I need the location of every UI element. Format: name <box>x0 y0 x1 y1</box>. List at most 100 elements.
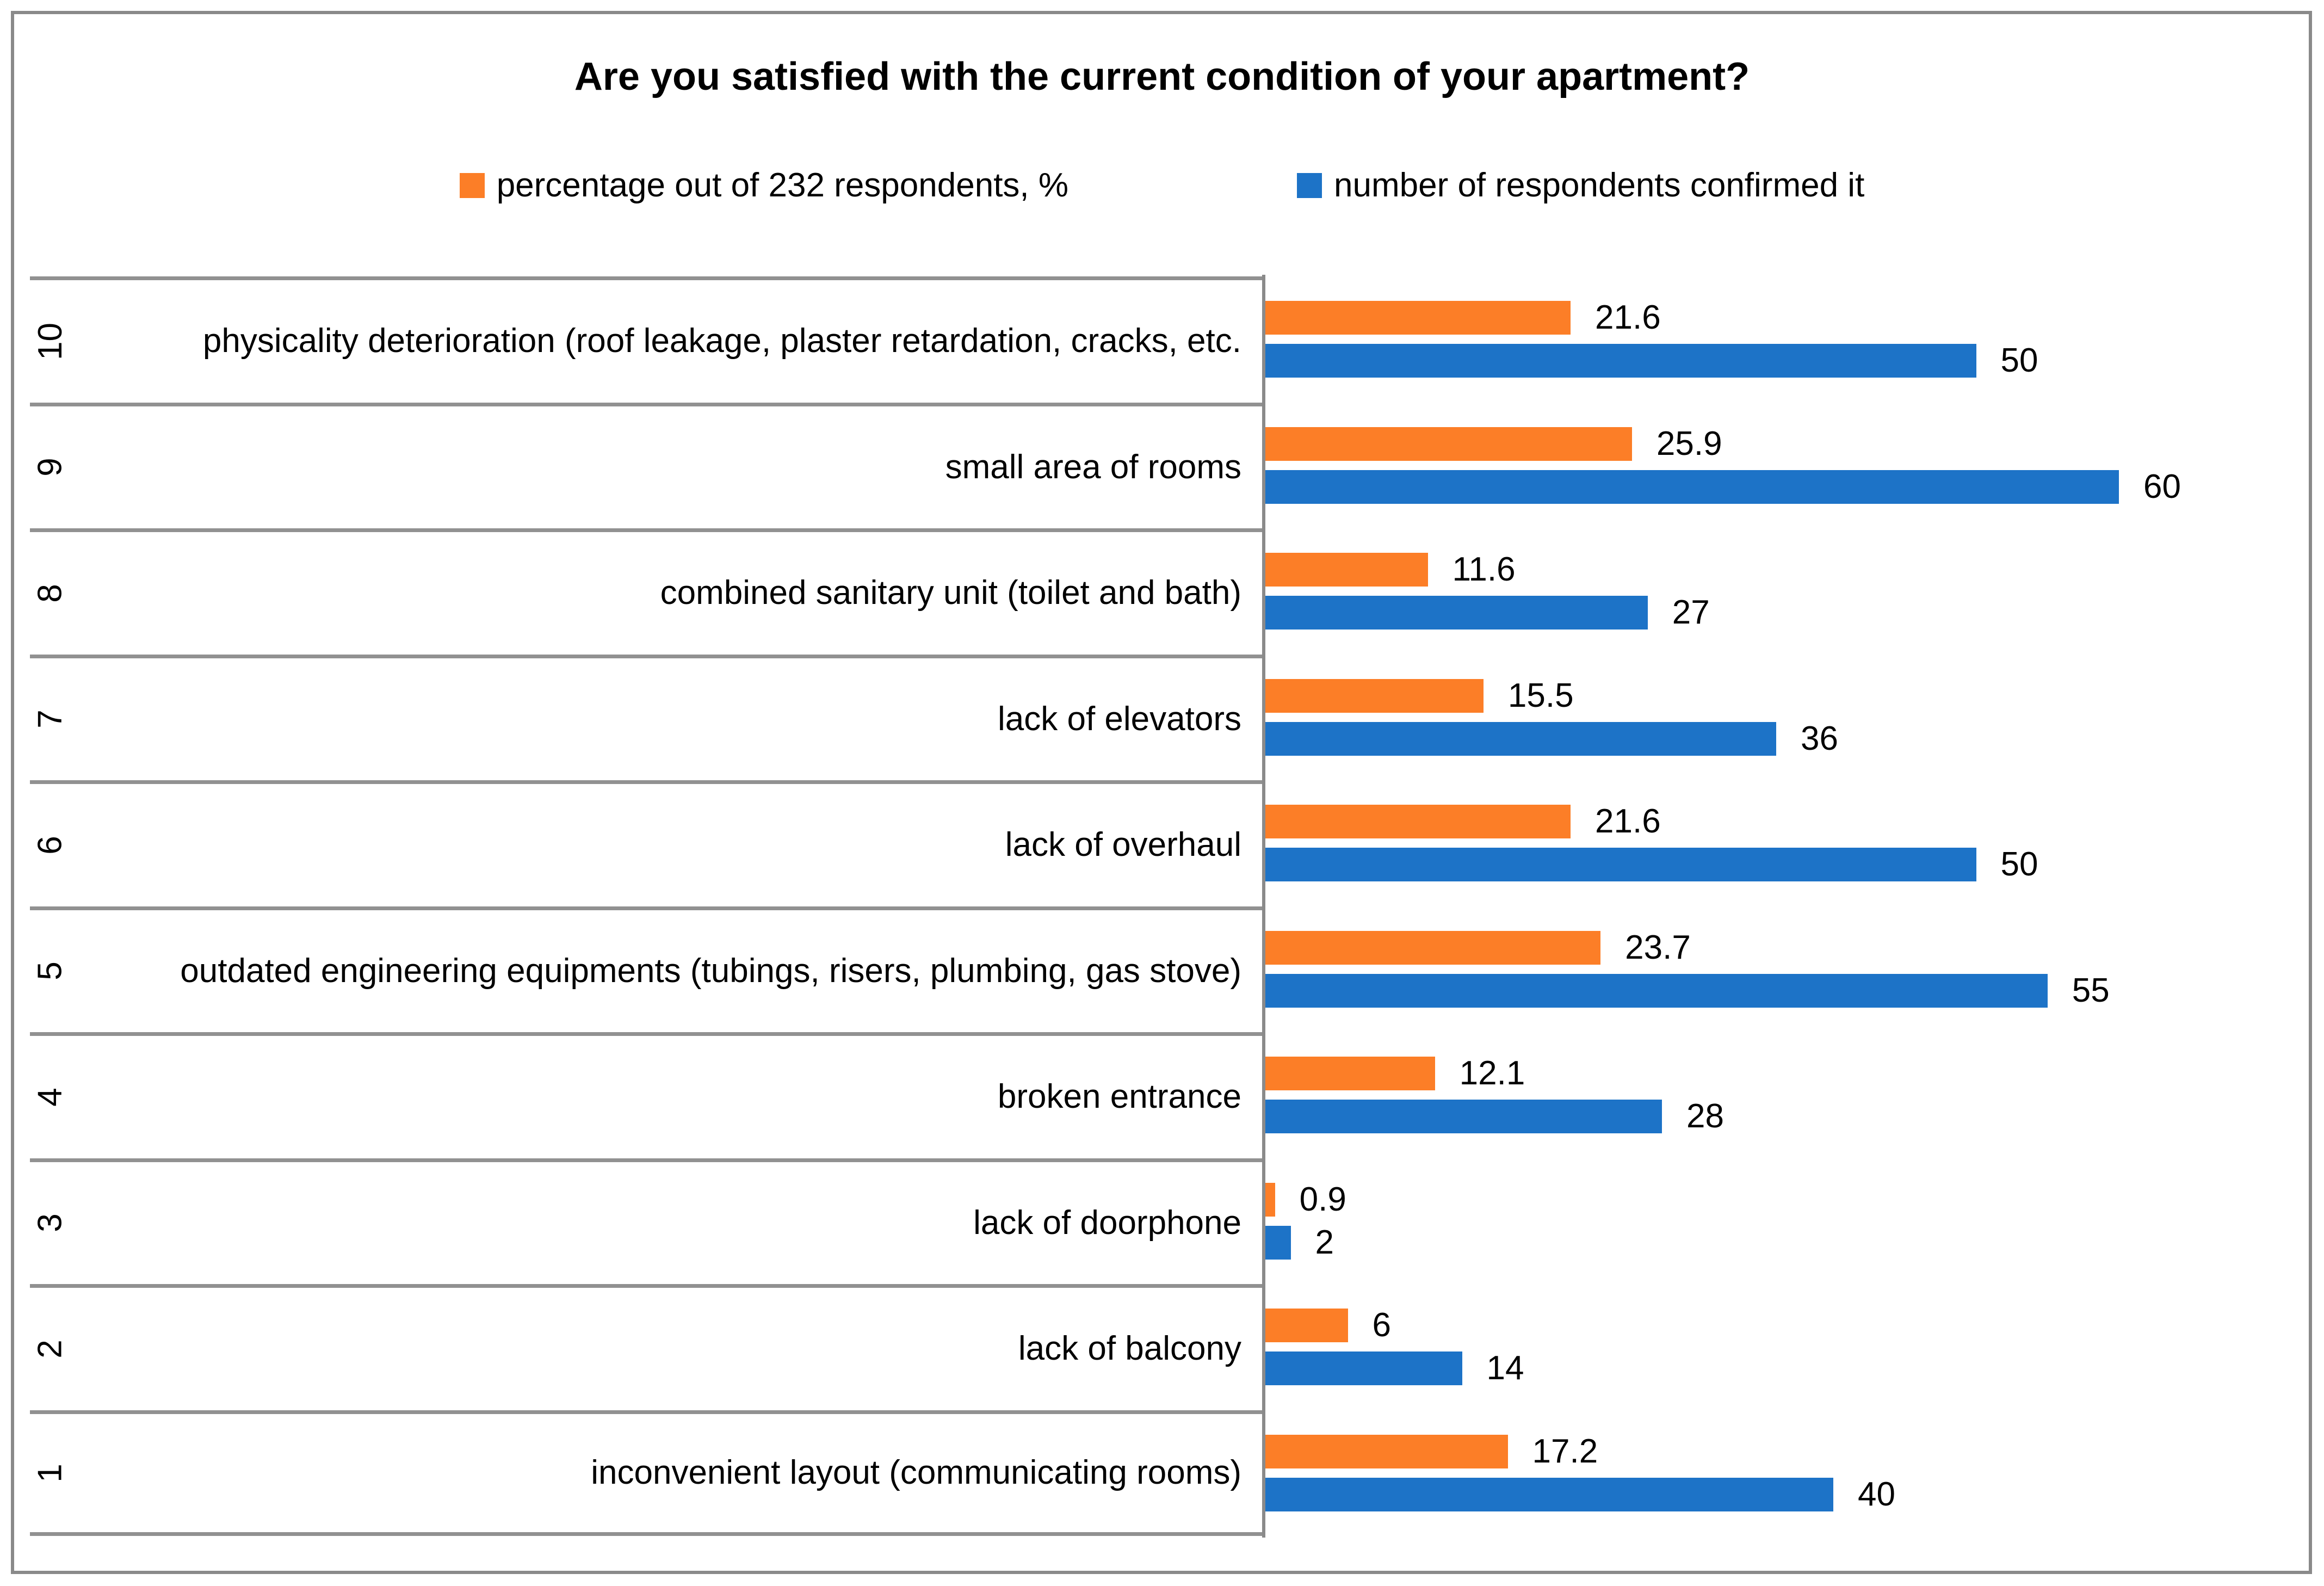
category-cell: 4 broken entrance <box>30 1032 1262 1158</box>
bars-cell: 25.9 60 <box>1262 403 2293 529</box>
respondents-bar-line: 36 <box>1262 719 2293 757</box>
percentage-bar-line: 21.6 <box>1262 805 2293 838</box>
percentage-value-label: 0.9 <box>1299 1180 1346 1218</box>
respondents-bar-line: 2 <box>1262 1225 2293 1260</box>
category-label: small area of rooms <box>945 448 1241 486</box>
row-number-box: 8 <box>0 532 115 655</box>
respondents-value-label: 40 <box>1858 1475 1895 1513</box>
respondents-bar <box>1262 848 1976 881</box>
row-number: 2 <box>31 1340 69 1359</box>
respondents-value-label: 28 <box>1686 1097 1724 1135</box>
respondents-bar <box>1262 1477 1833 1511</box>
respondents-bar-line: 14 <box>1262 1352 2293 1385</box>
percentage-value-label: 21.6 <box>1595 803 1661 840</box>
row-number: 7 <box>31 709 69 729</box>
bars-cell: 15.5 36 <box>1262 655 2293 781</box>
chart-row: 8 combined sanitary unit (toilet and bat… <box>30 528 2293 655</box>
chart-legend: percentage out of 232 respondents, % num… <box>0 166 2324 205</box>
legend-swatch-blue-icon <box>1297 172 1322 198</box>
percentage-bar-line: 21.6 <box>1262 301 2293 335</box>
percentage-value-label: 17.2 <box>1532 1432 1598 1470</box>
percentage-value-label: 23.7 <box>1625 928 1691 966</box>
respondents-bar-line: 55 <box>1262 973 2293 1008</box>
chart-row: 9 small area of rooms 25.9 60 <box>30 402 2293 529</box>
category-cell: 3 lack of doorphone <box>30 1158 1262 1285</box>
chart-row: 3 lack of doorphone 0.9 2 <box>30 1158 2293 1285</box>
row-number: 10 <box>31 322 69 360</box>
bars-cell: 17.2 40 <box>1262 1410 2293 1536</box>
percentage-bar <box>1262 553 1428 587</box>
respondents-value-label: 50 <box>2000 846 2038 883</box>
respondents-value-label: 36 <box>1801 719 1838 757</box>
row-number-box: 3 <box>0 1162 115 1285</box>
category-label: lack of balcony <box>1018 1330 1241 1368</box>
category-label: lack of overhaul <box>1005 826 1241 864</box>
chart-row: 6 lack of overhaul 21.6 50 <box>30 780 2293 906</box>
category-label: physicality deterioration (roof leakage,… <box>202 322 1241 360</box>
category-label: combined sanitary unit (toilet and bath) <box>660 574 1241 612</box>
percentage-value-label: 12.1 <box>1459 1054 1525 1092</box>
chart-plot-area: 10 physicality deterioration (roof leaka… <box>30 275 2293 1538</box>
percentage-bar <box>1262 678 1484 713</box>
chart-row: 5 outdated engineering equipments (tubin… <box>30 906 2293 1033</box>
row-number: 9 <box>31 458 69 477</box>
chart-row: 7 lack of elevators 15.5 36 <box>30 654 2293 781</box>
row-number-box: 5 <box>0 910 115 1033</box>
row-number: 3 <box>31 1213 69 1232</box>
row-number: 5 <box>31 961 69 980</box>
chart-title: Are you satisfied with the current condi… <box>574 55 1750 98</box>
category-label: outdated engineering equipments (tubings… <box>180 952 1241 990</box>
respondents-bar <box>1262 973 2048 1008</box>
percentage-bar <box>1262 1057 1435 1090</box>
percentage-bar <box>1262 930 1601 965</box>
bars-cell: 21.6 50 <box>1262 276 2293 403</box>
percentage-value-label: 21.6 <box>1595 299 1661 336</box>
bars-cell: 23.7 55 <box>1262 906 2293 1033</box>
bars-cell: 21.6 50 <box>1262 780 2293 906</box>
percentage-bar-line: 23.7 <box>1262 928 2293 966</box>
respondents-bar <box>1262 1225 1291 1260</box>
category-label: broken entrance <box>997 1078 1241 1116</box>
row-number-box: 6 <box>0 784 115 906</box>
row-number: 8 <box>31 584 69 603</box>
bars-cell: 11.6 27 <box>1262 528 2293 655</box>
row-number: 4 <box>31 1088 69 1107</box>
percentage-bar-line: 11.6 <box>1262 553 2293 587</box>
respondents-value-label: 27 <box>1672 594 1710 631</box>
percentage-value-label: 25.9 <box>1656 424 1722 462</box>
respondents-value-label: 60 <box>2143 467 2181 505</box>
category-label: lack of doorphone <box>973 1204 1241 1242</box>
respondents-bar-line: 50 <box>1262 344 2293 378</box>
category-rows: 10 physicality deterioration (roof leaka… <box>30 276 2293 1536</box>
bars-cell: 0.9 2 <box>1262 1158 2293 1285</box>
category-cell: 2 lack of balcony <box>30 1284 1262 1410</box>
category-cell: 5 outdated engineering equipments (tubin… <box>30 906 1262 1033</box>
percentage-bar <box>1262 301 1571 335</box>
category-cell: 7 lack of elevators <box>30 654 1262 781</box>
percentage-bar <box>1262 427 1632 461</box>
row-number-box: 1 <box>0 1414 115 1533</box>
category-cell: 8 combined sanitary unit (toilet and bat… <box>30 528 1262 655</box>
percentage-bar-line: 0.9 <box>1262 1180 2293 1218</box>
category-axis-line <box>1262 275 1265 1538</box>
percentage-value-label: 11.6 <box>1452 551 1516 588</box>
percentage-bar-line: 15.5 <box>1262 678 2293 713</box>
row-number: 1 <box>31 1464 69 1483</box>
respondents-bar <box>1262 721 1776 756</box>
respondents-bar <box>1262 596 1648 630</box>
respondents-value-label: 14 <box>1486 1349 1524 1387</box>
respondents-bar-line: 60 <box>1262 470 2293 504</box>
legend-swatch-orange-icon <box>459 172 485 198</box>
percentage-bar-line: 12.1 <box>1262 1057 2293 1090</box>
percentage-bar-line: 6 <box>1262 1309 2293 1342</box>
bars-cell: 6 14 <box>1262 1284 2293 1410</box>
category-cell: 10 physicality deterioration (roof leaka… <box>30 276 1262 403</box>
chart-row: 10 physicality deterioration (roof leaka… <box>30 276 2293 403</box>
row-number: 6 <box>31 836 69 855</box>
respondents-bar <box>1262 1352 1462 1385</box>
row-number-box: 7 <box>0 658 115 781</box>
legend-label-respondents: number of respondents confirmed it <box>1334 166 1865 204</box>
legend-label-percentage: percentage out of 232 respondents, % <box>496 166 1068 204</box>
chart-row: 2 lack of balcony 6 14 <box>30 1284 2293 1410</box>
